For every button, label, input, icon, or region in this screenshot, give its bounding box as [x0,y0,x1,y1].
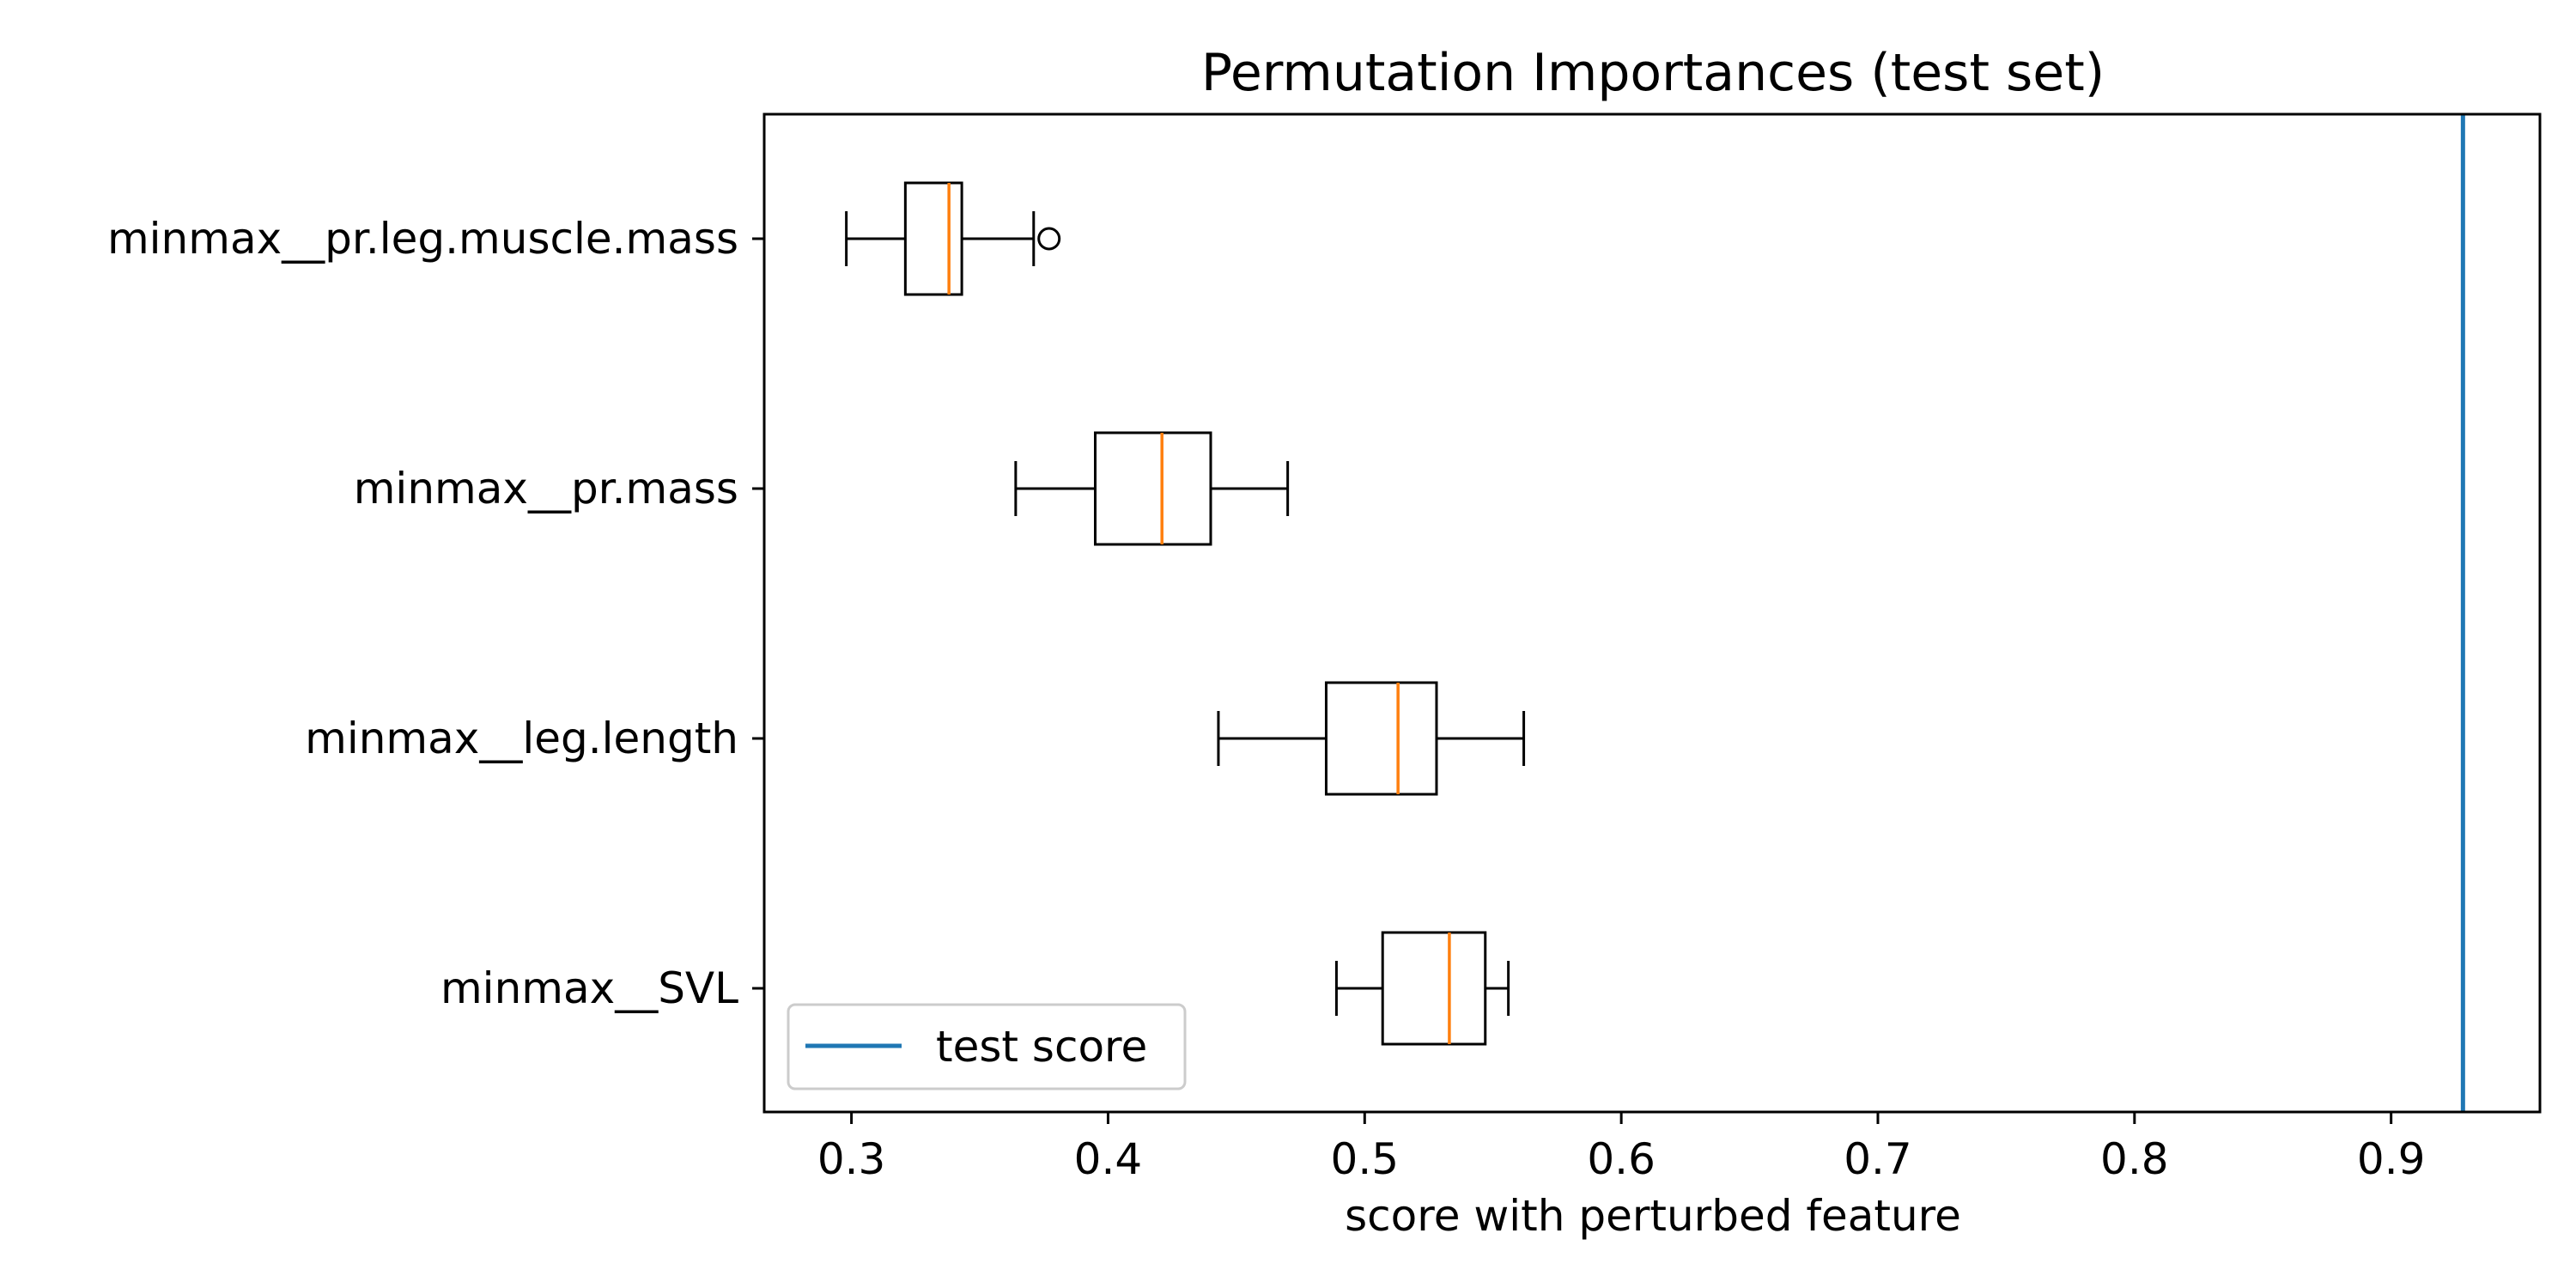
box-iqr [1324,681,1438,796]
axes-frame [762,112,2542,1114]
box-iqr [1381,931,1487,1046]
x-tick-label: 0.9 [2357,1134,2426,1184]
x-tick-label: 0.6 [1587,1134,1656,1184]
legend-box [787,1003,1187,1091]
y-tick-label: minmax__leg.length [305,714,738,763]
x-tick-label: 0.7 [1844,1134,1912,1184]
y-tick-label: minmax__pr.mass [354,464,738,513]
outlier-point [1037,227,1061,251]
x-tick-label: 0.3 [817,1134,886,1184]
y-tick-label: minmax__pr.leg.muscle.mass [107,214,738,264]
plot-area: minmax__pr.leg.muscle.mass minmax__pr.mas… [107,112,2542,1184]
y-tick-label: minmax__SVL [440,963,738,1013]
x-tick-label: 0.8 [2100,1134,2169,1184]
legend-label: test score [936,1022,1147,1072]
chart-title: Permutation Importances (test set) [1201,43,2105,103]
box-iqr [903,181,963,296]
box-iqr [1094,431,1212,546]
x-tick-label: 0.4 [1074,1134,1143,1184]
x-tick-label: 0.5 [1331,1134,1400,1184]
x-axis-label: score with perturbed feature [1345,1191,1961,1241]
